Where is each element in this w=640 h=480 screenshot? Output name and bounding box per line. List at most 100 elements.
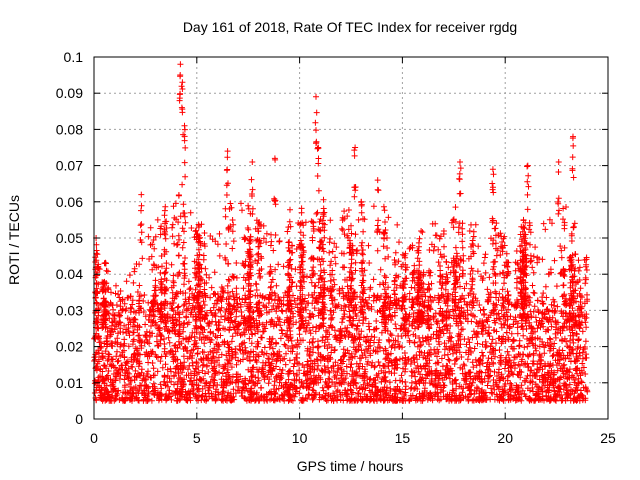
- data-point: [120, 329, 126, 336]
- data-point: [484, 318, 491, 325]
- data-point: [483, 317, 490, 324]
- data-point: [486, 324, 492, 331]
- data-point: [222, 313, 228, 319]
- data-point: [371, 293, 378, 300]
- data-point: [165, 334, 172, 341]
- data-point: [222, 205, 229, 212]
- data-point: [494, 373, 500, 379]
- data-point: [231, 318, 238, 325]
- data-point: [236, 295, 243, 302]
- data-point: [458, 354, 465, 360]
- data-point: [418, 228, 425, 234]
- data-point: [579, 328, 586, 335]
- data-point: [459, 238, 466, 245]
- data-point: [175, 331, 182, 338]
- data-point: [276, 238, 283, 244]
- data-point: [514, 324, 521, 331]
- data-point: [164, 373, 171, 379]
- data-point: [166, 339, 173, 346]
- data-point: [306, 327, 313, 334]
- data-point: [582, 371, 589, 377]
- data-point: [210, 304, 217, 311]
- data-point: [101, 260, 108, 267]
- data-point: [513, 248, 520, 254]
- data-point: [226, 277, 233, 284]
- data-point: [332, 254, 338, 261]
- data-point: [416, 235, 423, 242]
- data-point: [201, 302, 208, 308]
- data-point: [460, 361, 467, 368]
- data-point: [189, 362, 196, 369]
- data-point: [200, 298, 207, 305]
- data-point: [319, 367, 326, 374]
- data-point: [287, 206, 293, 213]
- data-point: [358, 209, 365, 216]
- data-point: [277, 335, 284, 342]
- data-point: [338, 225, 345, 232]
- data-point: [452, 204, 459, 211]
- data-point: [355, 341, 362, 348]
- data-point: [161, 336, 167, 342]
- data-point: [418, 377, 425, 384]
- data-point: [309, 267, 316, 274]
- data-point: [154, 216, 161, 223]
- data-point: [232, 296, 238, 303]
- data-point: [324, 329, 331, 336]
- data-point: [457, 296, 463, 303]
- data-point: [291, 297, 298, 304]
- data-point: [145, 299, 152, 306]
- data-point: [316, 227, 323, 234]
- data-point: [238, 200, 244, 207]
- data-point: [172, 342, 179, 349]
- data-point: [381, 207, 388, 214]
- data-point: [273, 282, 280, 289]
- data-point: [477, 307, 484, 314]
- data-point: [358, 242, 365, 249]
- data-point: [265, 380, 272, 387]
- data-point: [574, 370, 581, 377]
- data-point: [263, 230, 270, 237]
- data-point: [285, 376, 292, 383]
- data-point: [530, 388, 536, 395]
- data-point: [168, 261, 175, 268]
- data-point: [530, 269, 537, 276]
- data-point: [426, 357, 433, 364]
- data-point: [97, 345, 104, 351]
- data-point: [378, 329, 385, 336]
- data-point: [482, 251, 489, 258]
- data-point: [398, 372, 405, 379]
- data-point: [435, 259, 442, 266]
- data-point: [464, 307, 471, 314]
- data-point: [375, 339, 382, 346]
- data-point: [438, 355, 445, 362]
- data-point: [567, 343, 574, 350]
- data-point: [406, 290, 413, 297]
- data-point: [570, 224, 577, 231]
- data-point: [544, 316, 551, 323]
- data-point: [109, 322, 115, 329]
- data-point: [570, 374, 577, 381]
- data-point: [358, 202, 365, 209]
- data-point: [206, 319, 213, 326]
- data-point: [213, 322, 220, 328]
- data-point: [321, 363, 328, 369]
- data-point: [540, 220, 547, 227]
- data-point: [496, 290, 503, 297]
- data-point: [480, 306, 487, 313]
- data-point: [412, 333, 419, 339]
- data-point: [479, 360, 486, 367]
- data-point: [560, 373, 567, 380]
- data-point: [250, 379, 257, 386]
- data-point: [229, 373, 236, 380]
- data-point: [492, 240, 499, 247]
- data-point: [377, 266, 384, 273]
- data-point: [340, 346, 347, 353]
- data-point: [327, 278, 334, 284]
- data-point: [108, 289, 114, 296]
- data-point: [130, 353, 137, 360]
- data-point: [353, 385, 360, 392]
- data-point: [124, 294, 131, 301]
- data-point: [414, 255, 421, 262]
- data-point: [113, 302, 120, 308]
- data-point: [409, 304, 416, 311]
